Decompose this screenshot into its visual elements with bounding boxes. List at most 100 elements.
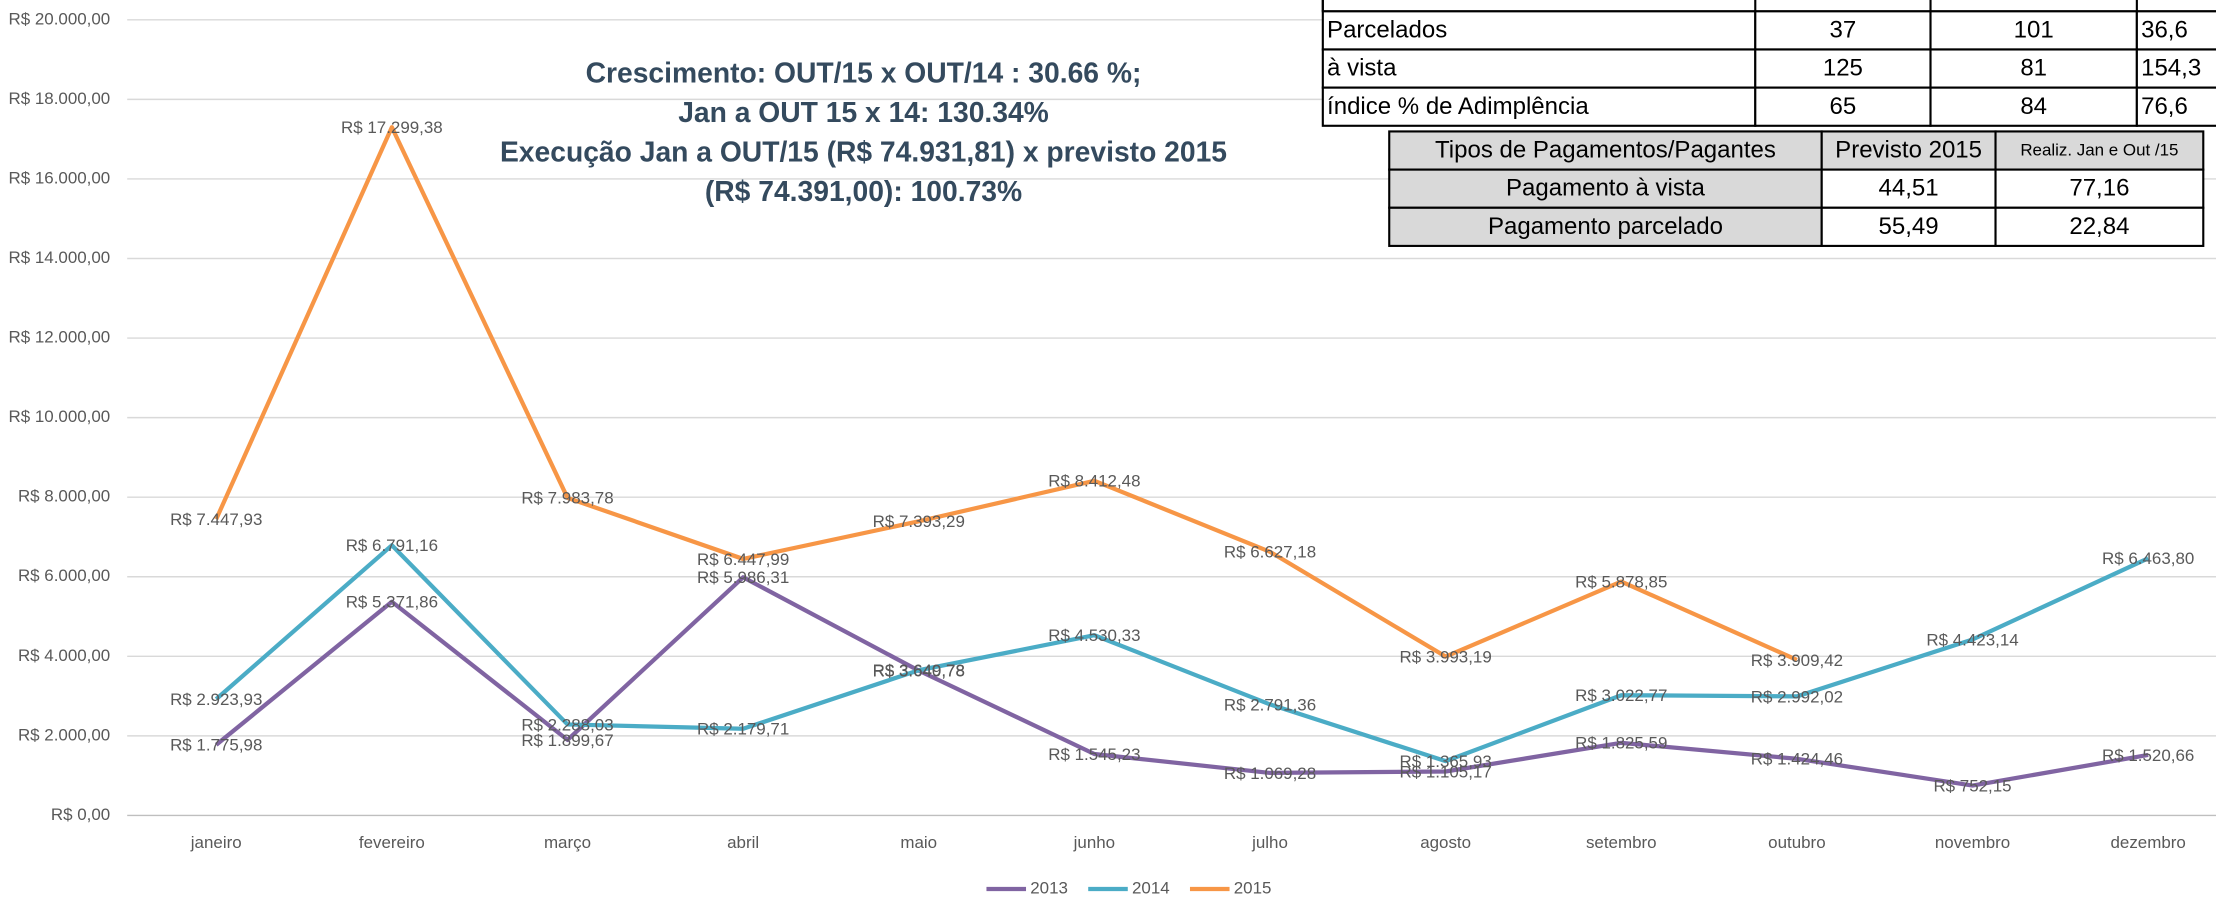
y-tick-label: R$ 14.000,00 bbox=[9, 248, 111, 267]
table-cell-text: 36,6 bbox=[2141, 16, 2188, 43]
y-tick-label: R$ 18.000,00 bbox=[9, 89, 111, 108]
table-header-text: Realiz. Jan e Out /15 bbox=[2020, 141, 2178, 160]
table-cell bbox=[1929, 10, 2138, 51]
x-tick-label: fevereiro bbox=[359, 833, 425, 852]
data-label: R$ 8.412,48 bbox=[1048, 472, 1140, 491]
series-line bbox=[214, 125, 1798, 662]
data-label: R$ 1.545,23 bbox=[1048, 745, 1140, 764]
table-header-text: Tipos de Pagamentos/Pagantes bbox=[1435, 137, 1776, 164]
legend-label: 2014 bbox=[1132, 878, 1170, 897]
table-cell-text: 81 bbox=[2020, 55, 2047, 82]
x-tick-label: maio bbox=[900, 833, 937, 852]
data-label: R$ 3.022,77 bbox=[1575, 686, 1667, 705]
data-label: R$ 5.371,86 bbox=[346, 593, 438, 612]
data-label: R$ 6.463,80 bbox=[2102, 549, 2194, 568]
data-label: R$ 2.923,93 bbox=[170, 690, 262, 709]
table-header-text: Previsto 2015 bbox=[1835, 137, 1982, 164]
table-cell bbox=[1754, 10, 1932, 51]
data-label: R$ 7.393,29 bbox=[873, 512, 965, 531]
x-tick-label: abril bbox=[727, 833, 759, 852]
table-cell bbox=[1754, 86, 1932, 127]
data-label: R$ 2.791,36 bbox=[1224, 695, 1316, 714]
data-label: R$ 1.899,67 bbox=[521, 731, 613, 750]
x-tick-label: setembro bbox=[1586, 833, 1657, 852]
table-cell-text: Pagamento à vista bbox=[1506, 175, 1706, 202]
table-cell-text: 22,84 bbox=[2069, 213, 2129, 240]
annotation: Execução Jan a OUT/15 (R$ 74.931,81) x p… bbox=[500, 136, 1227, 168]
data-label: R$ 17.299,38 bbox=[341, 118, 443, 137]
data-label: R$ 6.627,18 bbox=[1224, 543, 1316, 562]
data-label: R$ 1.105,17 bbox=[1399, 762, 1491, 781]
table-cell bbox=[2135, 10, 2216, 51]
x-tick-label: janeiro bbox=[190, 833, 242, 852]
data-label: R$ 1.069,28 bbox=[1224, 764, 1316, 783]
data-label: R$ 1.365,93 bbox=[1399, 752, 1491, 771]
x-tick-label: novembro bbox=[1935, 833, 2010, 852]
legend-label: 2013 bbox=[1030, 878, 1068, 897]
x-tick-label: outubro bbox=[1768, 833, 1825, 852]
table-cell bbox=[1929, 86, 2138, 127]
data-label: R$ 3.909,42 bbox=[1751, 651, 1843, 670]
x-tick-label: agosto bbox=[1420, 833, 1471, 852]
table-cell-text: 37 bbox=[1830, 16, 1857, 43]
table-cell bbox=[1820, 168, 1997, 209]
table-cell-text: 77,16 bbox=[2069, 175, 2129, 202]
data-label: R$ 6.447,99 bbox=[697, 550, 789, 569]
data-label: R$ 4.423,14 bbox=[1926, 630, 2018, 649]
data-label: R$ 2.992,02 bbox=[1751, 687, 1843, 706]
y-tick-label: R$ 8.000,00 bbox=[18, 487, 110, 506]
y-tick-label: R$ 6.000,00 bbox=[18, 566, 110, 585]
x-tick-label: junho bbox=[1073, 833, 1115, 852]
data-label: R$ 752,15 bbox=[1933, 776, 2011, 795]
table-cell-text: Parcelados bbox=[1327, 16, 1447, 43]
table-cell-text: 154,3 bbox=[2141, 55, 2201, 82]
y-tick-label: R$ 10.000,00 bbox=[9, 407, 111, 426]
y-tick-label: R$ 16.000,00 bbox=[9, 168, 111, 187]
x-tick-label: março bbox=[544, 833, 591, 852]
table-cell bbox=[2135, 86, 2216, 127]
series-line bbox=[214, 575, 2149, 788]
data-label: R$ 7.983,78 bbox=[521, 489, 613, 508]
table-cell bbox=[1994, 168, 2205, 209]
annotation: (R$ 74.391,00): 100.73% bbox=[705, 175, 1022, 207]
data-label: R$ 2.179,71 bbox=[697, 720, 789, 739]
table-cell bbox=[2135, 48, 2216, 89]
table-cell-text: 76,6 bbox=[2141, 93, 2188, 120]
y-tick-label: R$ 12.000,00 bbox=[9, 328, 111, 347]
x-tick-label: dezembro bbox=[2110, 833, 2185, 852]
table-cell bbox=[1929, 48, 2138, 89]
annotation: Jan a OUT 15 x 14: 130.34% bbox=[678, 96, 1049, 128]
data-label: R$ 5.878,85 bbox=[1575, 572, 1667, 591]
table-cell-text: índice % de Adimplência bbox=[1327, 93, 1589, 120]
data-label: R$ 1.825,59 bbox=[1575, 734, 1667, 753]
table-cell bbox=[1321, 0, 2216, 13]
data-label: R$ 1.520,66 bbox=[2102, 746, 2194, 765]
x-tick-label: julho bbox=[1251, 833, 1288, 852]
table-cell-text: 84 bbox=[2020, 93, 2047, 120]
data-label: R$ 7.447,93 bbox=[170, 510, 262, 529]
table-cell-text: Pagamento parcelado bbox=[1488, 213, 1723, 240]
data-label: R$ 2.288,03 bbox=[521, 715, 613, 734]
data-label: R$ 3.640,78 bbox=[873, 662, 965, 681]
table-cell-text: 125 bbox=[1823, 55, 1863, 82]
data-label: R$ 3.993,19 bbox=[1399, 647, 1491, 666]
data-label: R$ 1.424,46 bbox=[1751, 750, 1843, 769]
data-label: R$ 1.775,98 bbox=[170, 736, 262, 755]
y-tick-label: R$ 0,00 bbox=[51, 805, 110, 824]
table-cell-text: 55,49 bbox=[1879, 213, 1939, 240]
table-cell-text: 44,51 bbox=[1879, 175, 1939, 202]
data-label: R$ 3.649,78 bbox=[873, 661, 965, 680]
table-cell-text: à vista bbox=[1327, 55, 1397, 82]
data-label: R$ 5.986,31 bbox=[697, 568, 789, 587]
table-cell bbox=[1321, 48, 1757, 89]
y-tick-label: R$ 4.000,00 bbox=[18, 646, 110, 665]
y-tick-label: R$ 20.000,00 bbox=[9, 9, 111, 28]
table-cell-text: 65 bbox=[1830, 93, 1857, 120]
table-header-cell bbox=[1994, 130, 2205, 171]
table-cell bbox=[1994, 206, 2205, 247]
data-label: R$ 6.791,16 bbox=[346, 536, 438, 555]
series-line bbox=[214, 543, 2150, 764]
table-cell-text: 101 bbox=[2014, 16, 2054, 43]
legend-label: 2015 bbox=[1234, 878, 1272, 897]
